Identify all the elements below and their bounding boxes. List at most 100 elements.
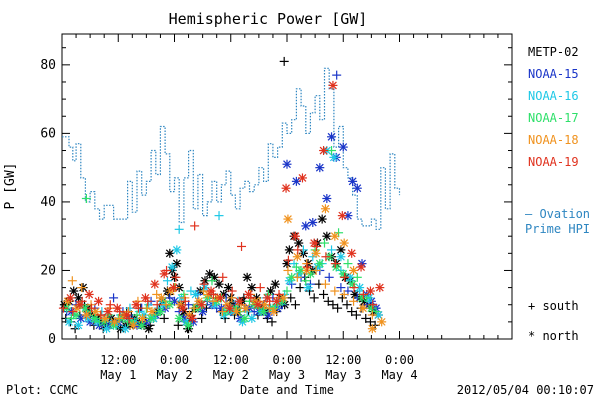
noaa-18-north-point <box>320 204 330 214</box>
noaa-19-north-point <box>215 293 225 303</box>
noaa-17-north-point <box>137 320 147 330</box>
noaa-19-south-point <box>358 289 368 299</box>
noaa-18-north-point <box>260 300 269 310</box>
noaa-19-south-point <box>246 293 256 303</box>
noaa-19-south-point <box>227 286 237 296</box>
noaa-19-south-point <box>265 296 275 306</box>
noaa-18-south-point <box>358 303 368 313</box>
noaa-19-north-point <box>365 286 375 296</box>
legend-entry-noaa-17: NOAA-17 <box>528 111 579 125</box>
noaa-17-south-point <box>291 262 301 272</box>
noaa-18-south-point <box>283 265 293 275</box>
x-tick-label-time: 12:00 <box>100 353 136 367</box>
noaa-18-north-point <box>292 252 302 262</box>
noaa-19-south-point <box>349 283 359 293</box>
noaa-15-north-point <box>76 313 86 323</box>
y-tick-label: 40 <box>40 195 56 210</box>
noaa-15-north-point <box>301 221 311 231</box>
noaa-19-north-point <box>319 146 329 156</box>
x-tick-label-time: 0:00 <box>385 353 414 367</box>
y-tick-label: 0 <box>48 332 56 347</box>
noaa-17-south-point <box>66 313 76 323</box>
metp-02-south-point <box>342 300 352 310</box>
metp-02-south-point <box>333 303 343 313</box>
noaa-19-north-point <box>197 300 207 310</box>
metp-02-north-point <box>294 238 304 248</box>
noaa-17-south-point <box>320 238 329 248</box>
metp-02-south-point <box>309 293 319 303</box>
metp-02-north-point <box>247 283 257 293</box>
x-tick-label-time: 0:00 <box>273 353 302 367</box>
noaa-18-north-point <box>138 313 148 323</box>
noaa-17-north-point <box>315 259 325 269</box>
noaa-19-south-point <box>115 307 125 317</box>
noaa-18-south-point <box>311 265 321 275</box>
noaa-18-south-point <box>339 289 349 299</box>
metp-02-south-point <box>173 320 183 330</box>
noaa-15-north-point <box>315 163 325 173</box>
noaa-16-south-point <box>174 224 184 234</box>
y-tick-label: 80 <box>40 58 56 73</box>
x-tick-label-date: May 3 <box>269 368 305 382</box>
noaa-18-south-point <box>217 307 227 317</box>
noaa-17-north-point <box>174 313 184 323</box>
x-tick-label-date: May 3 <box>325 368 361 382</box>
noaa-18-north-point <box>330 231 340 241</box>
metp-02-north-point <box>73 293 83 303</box>
ovation-legend-line2: Prime HPI <box>525 222 590 236</box>
noaa-15-north-point <box>343 211 353 221</box>
plot-credit: Plot: CCMC <box>6 383 78 397</box>
metp-02-south-point <box>279 56 289 66</box>
noaa-18-north-point <box>241 303 251 313</box>
noaa-18-north-point <box>367 324 377 334</box>
noaa-17-north-point <box>184 320 194 330</box>
metp-02-north-point <box>165 248 175 258</box>
noaa-17-south-point <box>343 259 353 269</box>
noaa-19-south-point <box>274 289 284 299</box>
noaa-18-north-point <box>147 307 157 317</box>
noaa-17-north-point <box>259 307 269 317</box>
noaa-19-south-point <box>302 262 312 272</box>
metp-02-north-point <box>317 214 327 224</box>
x-tick-label-date: May 1 <box>100 368 136 382</box>
noaa-19-south-point <box>68 307 78 317</box>
noaa-19-north-point <box>94 296 104 306</box>
noaa-18-south-point <box>77 283 87 293</box>
plot-timestamp: 2012/05/04 00:10:07 <box>457 383 594 397</box>
noaa-19-south-point <box>237 241 247 251</box>
noaa-16-north-point <box>120 324 130 334</box>
noaa-19-north-point <box>337 211 347 221</box>
noaa-18-south-point <box>367 310 377 320</box>
noaa-19-south-point <box>368 300 378 310</box>
noaa-19-south-point <box>199 279 209 289</box>
noaa-18-north-point <box>349 265 359 275</box>
noaa-18-north-point <box>156 293 166 303</box>
noaa-19-north-point <box>103 307 113 317</box>
noaa-19-south-point <box>77 296 87 306</box>
noaa-19-south-point <box>105 300 115 310</box>
noaa-19-south-point <box>190 221 200 231</box>
noaa-16-south-point <box>214 211 224 221</box>
noaa-18-north-point <box>339 238 349 248</box>
noaa-15-north-point <box>170 296 179 306</box>
noaa-17-north-point <box>155 307 165 317</box>
noaa-15-north-point <box>282 159 292 169</box>
ovation-hpi-series-line <box>62 67 401 230</box>
noaa-19-south-point <box>180 296 190 306</box>
noaa-15-south-point <box>336 283 346 293</box>
metp-02-south-point <box>159 313 169 323</box>
noaa-16-north-point <box>167 262 177 272</box>
x-tick-label-time: 12:00 <box>213 353 249 367</box>
metp-02-north-point <box>205 269 215 279</box>
noaa-15-north-point <box>263 310 273 320</box>
legend-entry-noaa-18: NOAA-18 <box>528 133 579 147</box>
legend-entry-noaa-16: NOAA-16 <box>528 89 579 103</box>
noaa-18-north-point <box>128 320 138 330</box>
noaa-19-north-point <box>225 303 235 313</box>
noaa-19-south-point <box>208 289 218 299</box>
noaa-19-south-point <box>152 300 162 310</box>
noaa-16-north-point <box>336 252 346 262</box>
noaa-16-north-point <box>191 289 201 299</box>
